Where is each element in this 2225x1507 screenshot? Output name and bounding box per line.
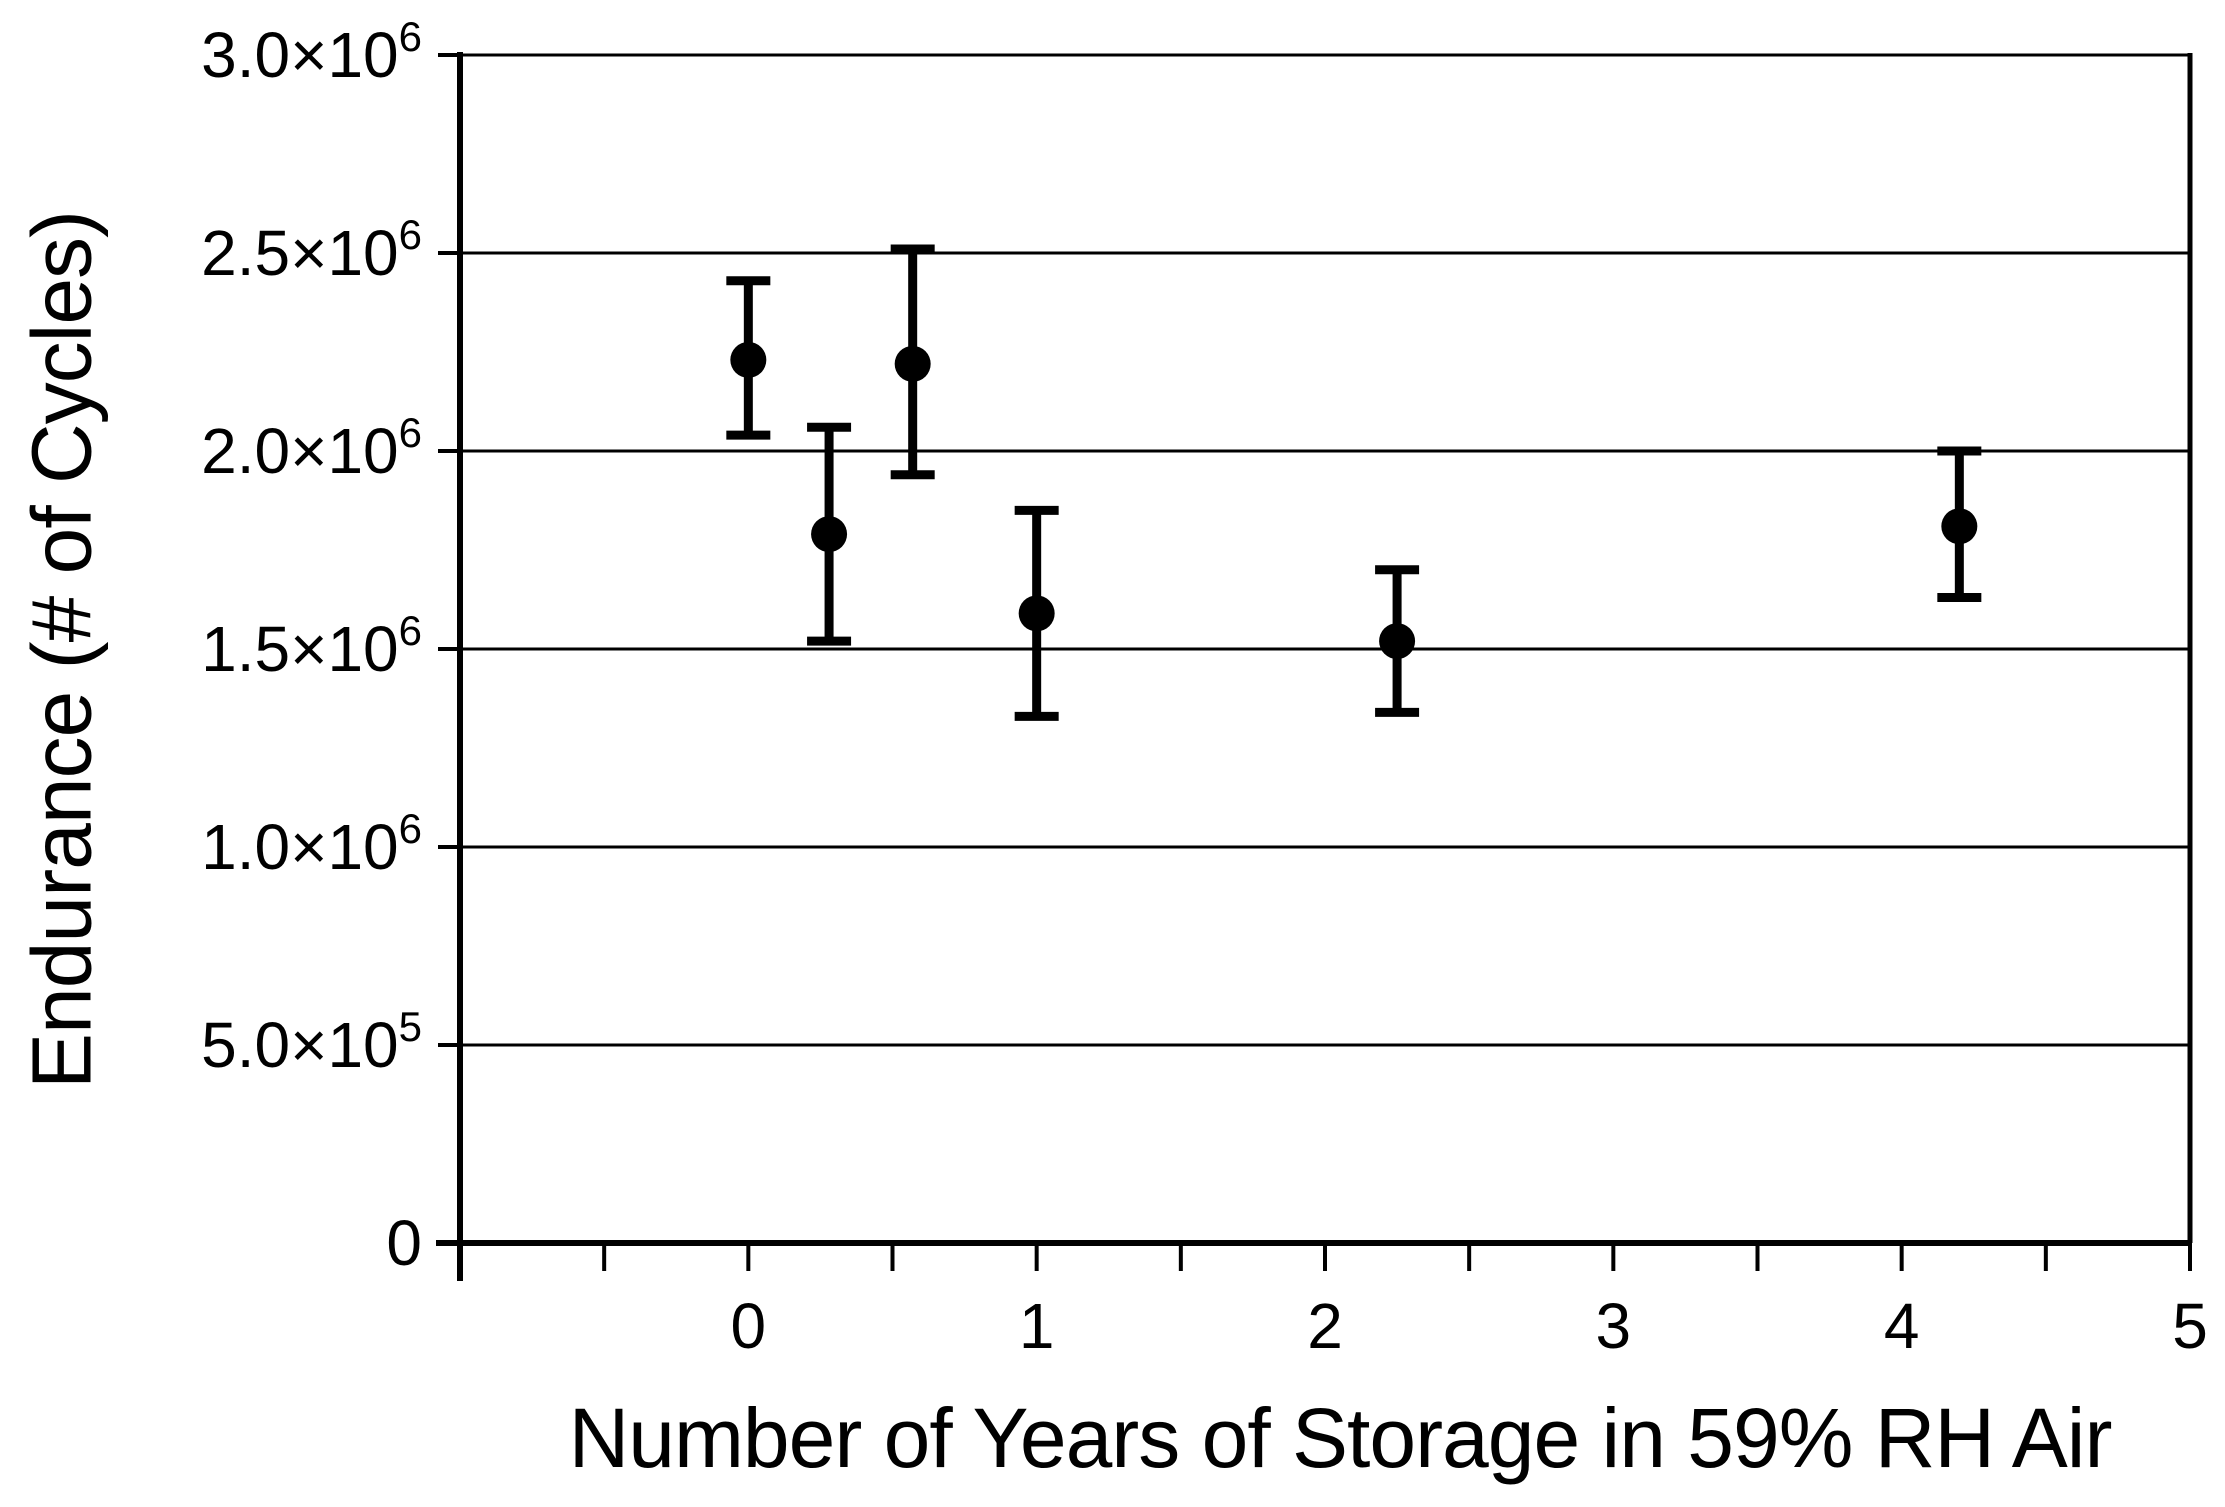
data-point xyxy=(1941,508,1978,545)
x-tick-label: 3 xyxy=(1596,1290,1632,1362)
x-tick-label: 0 xyxy=(731,1290,767,1362)
x-tick-label: 1 xyxy=(1019,1290,1055,1362)
y-tick-label: 1.0×106 xyxy=(201,805,422,883)
y-tick-label: 0 xyxy=(386,1207,422,1279)
x-tick-label: 2 xyxy=(1307,1290,1343,1362)
data-point xyxy=(811,516,848,553)
y-axis-title: Endurance (# of Cycles) xyxy=(14,210,109,1090)
x-tick-label: 4 xyxy=(1884,1290,1920,1362)
data-point xyxy=(894,345,931,382)
x-tick-label: 5 xyxy=(2172,1290,2208,1362)
data-point xyxy=(1018,595,1055,632)
x-axis-title: Number of Years of Storage in 59% RH Air xyxy=(568,1391,2113,1485)
y-tick-label: 3.0×106 xyxy=(201,13,422,91)
y-tick-label: 1.5×106 xyxy=(201,607,422,685)
y-tick-label: 2.5×106 xyxy=(201,211,422,289)
y-tick-label: 2.0×106 xyxy=(201,409,422,487)
data-point xyxy=(730,341,767,378)
y-tick-label: 5.0×105 xyxy=(201,1003,422,1081)
data-point xyxy=(1379,623,1416,660)
